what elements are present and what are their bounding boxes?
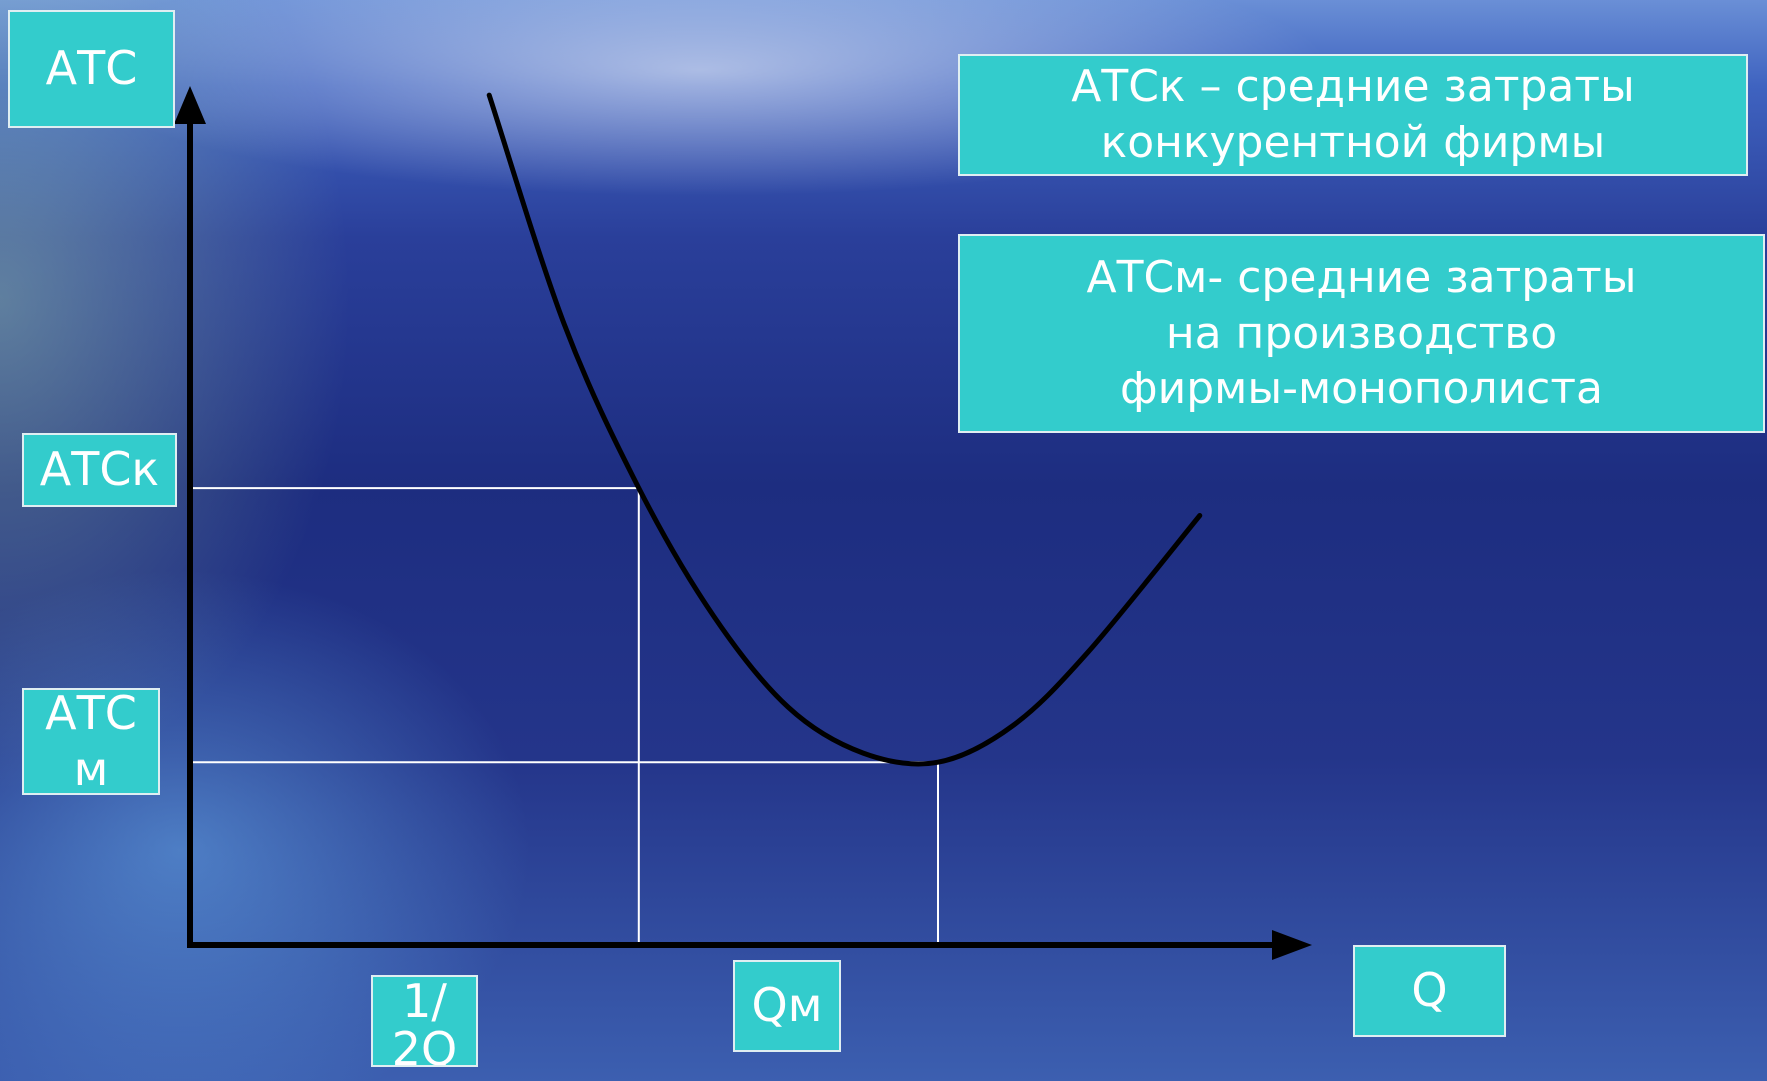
y-mark-atck: АТСк [22, 433, 177, 507]
x-mark-half-q: 1/ 2Q [371, 975, 478, 1067]
y-axis-label: АТС [8, 10, 175, 128]
x-axis-label: Q [1353, 945, 1506, 1037]
legend-note-monopoly: АТСм- средние затраты на производство фи… [958, 234, 1765, 433]
y-axis-arrow [174, 86, 206, 124]
legend-note-competitive: АТСк – средние затраты конкурентной фирм… [958, 54, 1748, 176]
guide-lines [190, 487, 939, 945]
atc-curve [486, 92, 1203, 767]
y-mark-atcm: АТС м [22, 686, 160, 796]
x-mark-qm: Qм [733, 960, 841, 1052]
x-axis-arrow [1272, 930, 1312, 960]
